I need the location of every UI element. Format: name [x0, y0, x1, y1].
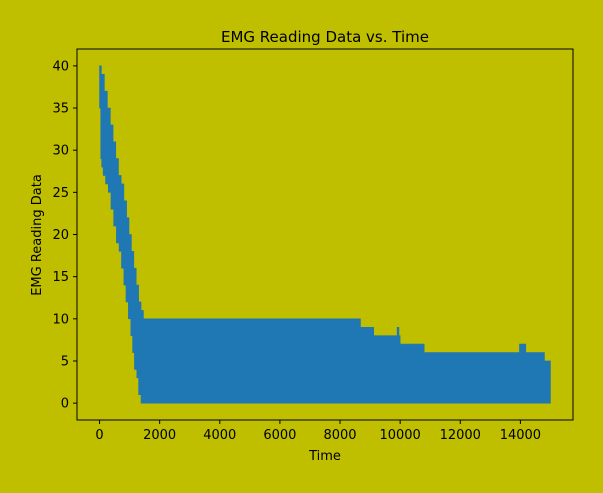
x-ticks: 0 2000 4000 6000 8000 10000 12000 14000 [95, 420, 541, 443]
y-tick-label: 0 [61, 397, 69, 412]
x-tick-label: 14000 [500, 428, 541, 443]
y-tick-label: 40 [52, 59, 69, 74]
x-tick-label: 6000 [263, 428, 296, 443]
y-tick-label: 15 [52, 270, 69, 285]
x-tick-label: 4000 [203, 428, 236, 443]
y-tick-label: 25 [52, 186, 69, 201]
x-tick-label: 2000 [143, 428, 176, 443]
y-ticks: 0 5 10 15 20 25 30 35 40 [52, 59, 77, 412]
y-tick-label: 10 [52, 312, 69, 327]
y-tick-label: 5 [61, 354, 69, 369]
y-tick-label: 30 [52, 144, 69, 159]
x-axis-label: Time [308, 449, 341, 464]
x-tick-label: 10000 [379, 428, 420, 443]
y-axis-label: EMG Reading Data [30, 174, 45, 296]
y-tick-label: 20 [52, 228, 69, 243]
x-tick-label: 12000 [440, 428, 481, 443]
x-tick-label: 0 [95, 428, 103, 443]
y-tick-label: 35 [52, 102, 69, 117]
series-layer [99, 65, 551, 404]
series-area-0 [99, 65, 551, 404]
chart-title: EMG Reading Data vs. Time [221, 28, 429, 46]
x-tick-label: 8000 [323, 428, 356, 443]
